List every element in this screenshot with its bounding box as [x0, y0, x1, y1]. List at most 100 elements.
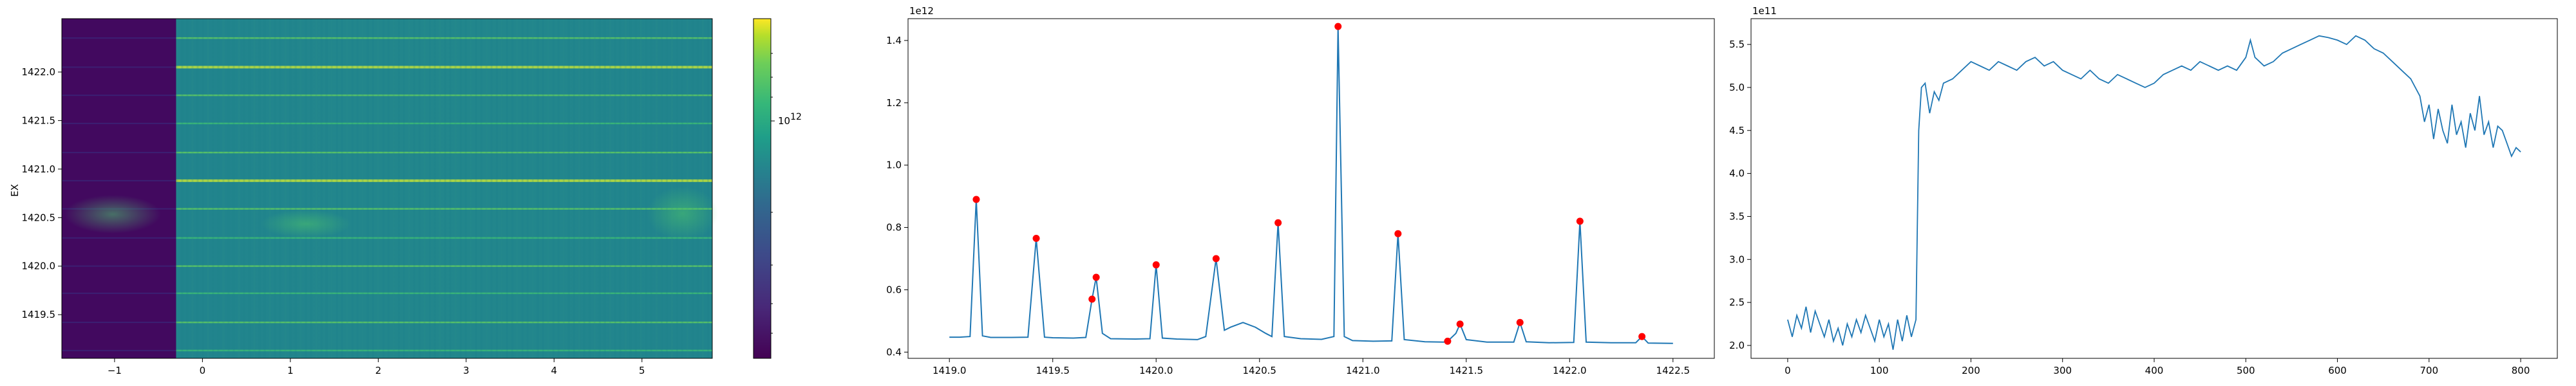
heatmap-stripe: [624, 19, 627, 358]
heatmap-y-axis-label: EX: [9, 184, 21, 197]
timeseries-y-tick-label: 4.5: [1729, 125, 1745, 136]
heatmap-stripe: [665, 19, 668, 358]
heatmap-band-texture: [176, 19, 712, 358]
colorbar-gradient: [753, 18, 772, 359]
peaks-x-tick-label: 1420.0: [1139, 365, 1173, 376]
peaks-x-axis: 1419.0 1419.5 1420.0 1420.5 1421.0 1421.5 1422…: [933, 358, 1690, 376]
heatmap-stripe: [274, 19, 276, 358]
heatmap-stripe: [377, 19, 379, 358]
heatmap-y-tick-label: 1419.5: [22, 309, 56, 320]
timeseries-y-tick-label: 5.5: [1729, 39, 1745, 50]
heatmap-stripe: [202, 19, 204, 358]
heatmap-y-axis: 1419.5 1420.0 1420.5 1421.0 1421.5 1422.0: [22, 66, 62, 320]
heatmap-dark-region: [62, 19, 176, 358]
heatmap-stripe: [320, 19, 323, 358]
peaks-y-tick-label: 1.0: [886, 160, 902, 171]
peaks-series-line: [949, 26, 1673, 344]
timeseries-x-tick-label: 200: [1962, 365, 1980, 376]
heatmap-stripe: [531, 19, 534, 358]
peak-marker: [1638, 333, 1646, 340]
heatmap-stripe: [258, 19, 261, 358]
heatmap-stripe: [500, 19, 503, 358]
heatmap-stripe: [696, 19, 699, 358]
peak-marker: [1334, 23, 1342, 30]
heatmap-stripe: [372, 19, 374, 358]
heatmap-stripe: [196, 19, 199, 358]
heatmap-stripe: [655, 19, 658, 358]
heatmap-stripe: [315, 19, 317, 358]
heatmap-stripe: [269, 19, 271, 358]
heatmap-stripe: [433, 19, 436, 358]
peak-marker: [972, 196, 980, 203]
heatmap-y-tick-label: 1421.5: [22, 115, 56, 126]
heatmap-stripe: [547, 19, 549, 358]
peaks-y-tick-label: 0.6: [886, 284, 902, 295]
heatmap-stripe: [413, 19, 415, 358]
heatmap-stripe: [506, 19, 508, 358]
heatmap-stripe: [382, 19, 384, 358]
heatmap-stripe: [660, 19, 663, 358]
heatmap-blob-center: [261, 210, 351, 238]
heatmap-stripe: [294, 19, 297, 358]
colorbar: 1012: [753, 18, 802, 359]
peaks-y-tick-label: 1.4: [886, 35, 902, 46]
timeseries-y-tick-label: 2.0: [1729, 340, 1745, 351]
heatmap-panel: −1 0 1 2 3 4 5 1419.51420.01420.51421.01421.51…: [9, 18, 802, 376]
heatmap-stripe: [253, 19, 256, 358]
heatmap-stripe: [516, 19, 518, 358]
heatmap-stripe: [495, 19, 498, 358]
timeseries-x-tick-label: 800: [2512, 365, 2530, 376]
heatmap-stripe: [490, 19, 493, 358]
heatmap-stripe: [459, 19, 462, 358]
heatmap-stripe: [222, 19, 225, 358]
peaks-x-tick-label: 1422.0: [1553, 365, 1587, 376]
heatmap-y-tick-label: 1420.0: [22, 261, 56, 272]
heatmap-stripe: [552, 19, 554, 358]
heatmap-stripe: [341, 19, 343, 358]
heatmap-stripe: [526, 19, 529, 358]
heatmap-stripe: [186, 19, 189, 358]
peaks-y-tick-label: 0.8: [886, 222, 902, 234]
heatmap-stripe: [279, 19, 281, 358]
heatmap-stripe: [366, 19, 369, 358]
peak-marker: [1152, 261, 1160, 269]
timeseries-x-tick-label: 700: [2420, 365, 2438, 376]
heatmap-stripe: [408, 19, 410, 358]
heatmap-stripe: [449, 19, 451, 358]
timeseries-x-tick-label: 300: [2053, 365, 2072, 376]
heatmap-stripe: [176, 19, 178, 358]
heatmap-stripe: [485, 19, 488, 358]
timeseries-plot-frame: [1750, 18, 2558, 359]
heatmap-stripe: [207, 19, 209, 358]
timeseries-x-tick-label: 100: [1870, 365, 1889, 376]
heatmap-x-tick-label: 4: [551, 365, 558, 376]
peak-marker: [1456, 320, 1464, 328]
heatmap-stripe: [361, 19, 364, 358]
heatmap-stripe: [238, 19, 240, 358]
timeseries-x-tick-label: 0: [1785, 365, 1791, 376]
peaks-x-tick-label: 1422.5: [1656, 365, 1690, 376]
peaks-y-exponent: 1e12: [909, 5, 934, 17]
heatmap-stripe: [325, 19, 328, 358]
peak-marker: [1092, 273, 1100, 281]
heatmap-stripe: [475, 19, 477, 358]
heatmap-stripe: [511, 19, 513, 358]
peaks-y-tick-label: 0.4: [886, 346, 902, 358]
heatmap-stripe: [557, 19, 560, 358]
timeseries-x-tick-label: 400: [2145, 365, 2164, 376]
timeseries-y-axis: 2.0 2.5 3.0 3.5 4.0 4.5 5.0 5.5: [1729, 39, 1751, 351]
heatmap-stripe: [639, 19, 642, 358]
heatmap-blob-left: [64, 195, 161, 234]
peak-marker: [1032, 235, 1040, 243]
peak-marker: [1274, 219, 1282, 226]
heatmap-stripe: [212, 19, 214, 358]
heatmap-stripe: [248, 19, 251, 358]
heatmap-bright-lines: [176, 37, 712, 352]
peaks-x-tick-label: 1421.5: [1450, 365, 1484, 376]
peaks-plot-frame: [907, 18, 1715, 359]
peak-marker: [1212, 255, 1220, 262]
heatmap-stripe: [351, 19, 354, 358]
peak-marker: [1576, 217, 1584, 225]
peaks-x-tick-label: 1419.0: [933, 365, 967, 376]
